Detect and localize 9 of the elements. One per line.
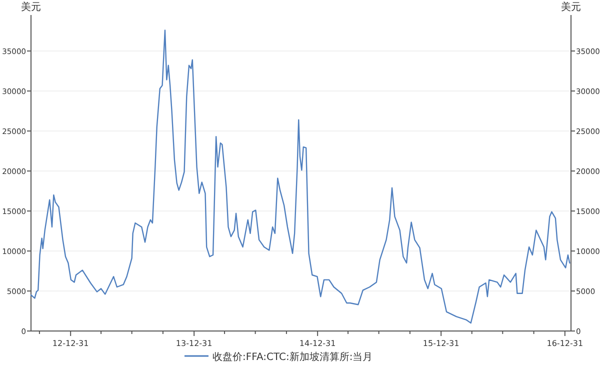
x-tick-label: 14-12-31 xyxy=(299,339,336,348)
y-axis-title: 美元 xyxy=(21,1,41,13)
x-tick-label: 15-12-31 xyxy=(422,339,460,348)
x-tick-label: 16-12-31 xyxy=(546,339,584,348)
line-series xyxy=(30,30,570,324)
x-tick-label: 12-12-31 xyxy=(52,339,89,348)
x-tick-label: 13-12-31 xyxy=(176,339,212,348)
legend-label: 收盘价:FFA:CTC:新加坡清算所:当月 xyxy=(212,351,373,363)
y2-axis-title: 美元 xyxy=(561,1,581,13)
